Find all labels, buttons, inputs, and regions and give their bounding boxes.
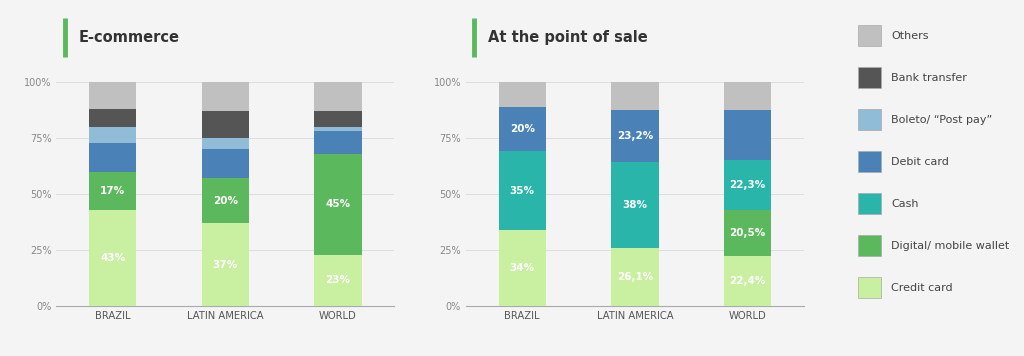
- Text: 23,2%: 23,2%: [616, 131, 653, 141]
- Text: Bank transfer: Bank transfer: [891, 73, 967, 83]
- Bar: [202, 111, 249, 138]
- Bar: [611, 110, 658, 162]
- Text: Cash: Cash: [891, 199, 919, 209]
- Text: 38%: 38%: [623, 200, 647, 210]
- Text: 20%: 20%: [213, 196, 238, 206]
- Bar: [724, 82, 771, 110]
- Text: 26,1%: 26,1%: [616, 272, 653, 282]
- Text: 45%: 45%: [326, 199, 350, 209]
- Bar: [202, 178, 249, 223]
- Bar: [611, 162, 658, 248]
- Bar: [724, 256, 771, 306]
- Text: 37%: 37%: [213, 260, 238, 270]
- Bar: [202, 82, 249, 111]
- Bar: [89, 172, 136, 210]
- Bar: [499, 82, 546, 107]
- Bar: [202, 138, 249, 149]
- Bar: [314, 127, 361, 131]
- Bar: [499, 152, 546, 230]
- Bar: [202, 223, 249, 306]
- Bar: [724, 160, 771, 210]
- Bar: [611, 82, 658, 110]
- Text: 34%: 34%: [510, 263, 535, 273]
- Bar: [314, 131, 361, 154]
- Text: E-commerce: E-commerce: [79, 30, 180, 45]
- Text: 20%: 20%: [510, 124, 535, 134]
- Bar: [724, 210, 771, 256]
- Bar: [314, 255, 361, 306]
- Text: Debit card: Debit card: [891, 157, 949, 167]
- Bar: [89, 142, 136, 172]
- Text: 35%: 35%: [510, 186, 535, 196]
- Text: 43%: 43%: [100, 253, 125, 263]
- Bar: [89, 127, 136, 142]
- Bar: [89, 210, 136, 306]
- Text: At the point of sale: At the point of sale: [488, 30, 648, 45]
- Text: Others: Others: [891, 31, 929, 41]
- Text: Boleto/ “Post pay”: Boleto/ “Post pay”: [891, 115, 992, 125]
- Text: Credit card: Credit card: [891, 283, 952, 293]
- Text: Digital/ mobile wallet: Digital/ mobile wallet: [891, 241, 1009, 251]
- Bar: [314, 111, 361, 127]
- Text: 22,4%: 22,4%: [729, 276, 766, 286]
- Bar: [499, 107, 546, 152]
- Bar: [314, 154, 361, 255]
- Bar: [202, 149, 249, 178]
- Text: 17%: 17%: [100, 186, 125, 196]
- Bar: [89, 109, 136, 127]
- Bar: [499, 230, 546, 306]
- Bar: [89, 82, 136, 109]
- Text: 22,3%: 22,3%: [729, 180, 766, 190]
- Bar: [314, 82, 361, 111]
- Text: 23%: 23%: [326, 276, 350, 286]
- Bar: [724, 110, 771, 160]
- Bar: [611, 248, 658, 306]
- Text: 20,5%: 20,5%: [729, 228, 766, 238]
